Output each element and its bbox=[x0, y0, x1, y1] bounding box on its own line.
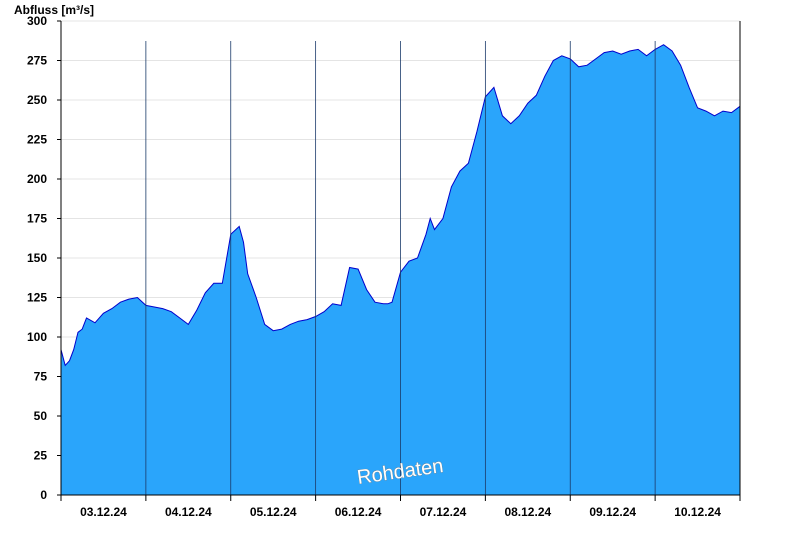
y-tick-label: 100 bbox=[27, 330, 47, 344]
x-tick-label: 05.12.24 bbox=[250, 505, 297, 519]
y-tick-label: 0 bbox=[40, 488, 47, 502]
x-tick-label: 10.12.24 bbox=[674, 505, 721, 519]
y-tick-label: 150 bbox=[27, 251, 47, 265]
y-tick-label: 125 bbox=[27, 291, 47, 305]
y-tick-label: 175 bbox=[27, 212, 47, 226]
y-tick-label: 75 bbox=[34, 370, 48, 384]
y-axis-title: Abfluss [m³/s] bbox=[14, 3, 94, 17]
y-tick-label: 25 bbox=[34, 449, 48, 463]
y-tick-label: 200 bbox=[27, 172, 47, 186]
y-tick-label: 300 bbox=[27, 14, 47, 28]
plot-area bbox=[60, 41, 741, 495]
x-tick-label: 03.12.24 bbox=[80, 505, 127, 519]
x-tick-label: 08.12.24 bbox=[504, 505, 551, 519]
y-tick-label: 225 bbox=[27, 133, 47, 147]
x-tick-label: 09.12.24 bbox=[589, 505, 636, 519]
x-tick-label: 07.12.24 bbox=[420, 505, 467, 519]
x-tick-labels: 03.12.24 04.12.24 05.12.24 06.12.24 07.12.24… bbox=[80, 505, 721, 519]
axes bbox=[57, 20, 741, 501]
discharge-line bbox=[60, 44, 741, 367]
y-tick-labels: 0 25 50 75 100 125 150 175 200 225 250 275 300 bbox=[27, 14, 47, 502]
y-tick-label: 275 bbox=[27, 54, 47, 68]
y-tick-label: 50 bbox=[34, 409, 48, 423]
y-tick-label: 250 bbox=[27, 93, 47, 107]
x-tick-label: 06.12.24 bbox=[335, 505, 382, 519]
x-tick-label: 04.12.24 bbox=[165, 505, 212, 519]
